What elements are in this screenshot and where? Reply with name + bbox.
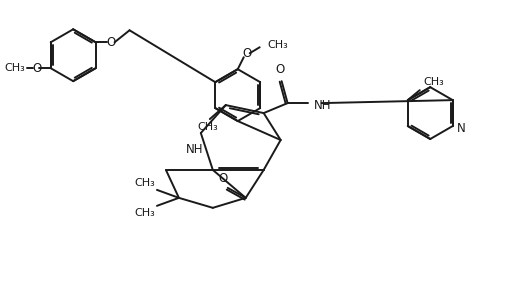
Text: CH₃: CH₃	[268, 40, 288, 50]
Text: CH₃: CH₃	[197, 122, 218, 132]
Text: O: O	[32, 62, 42, 75]
Text: CH₃: CH₃	[134, 208, 155, 218]
Text: CH₃: CH₃	[424, 77, 444, 87]
Text: NH: NH	[186, 143, 204, 156]
Text: CH₃: CH₃	[134, 178, 155, 188]
Text: CH₃: CH₃	[4, 63, 25, 73]
Text: O: O	[242, 47, 251, 60]
Text: O: O	[275, 63, 284, 76]
Text: N: N	[457, 122, 466, 134]
Text: NH: NH	[313, 98, 331, 112]
Text: O: O	[106, 36, 115, 49]
Text: O: O	[218, 172, 227, 185]
